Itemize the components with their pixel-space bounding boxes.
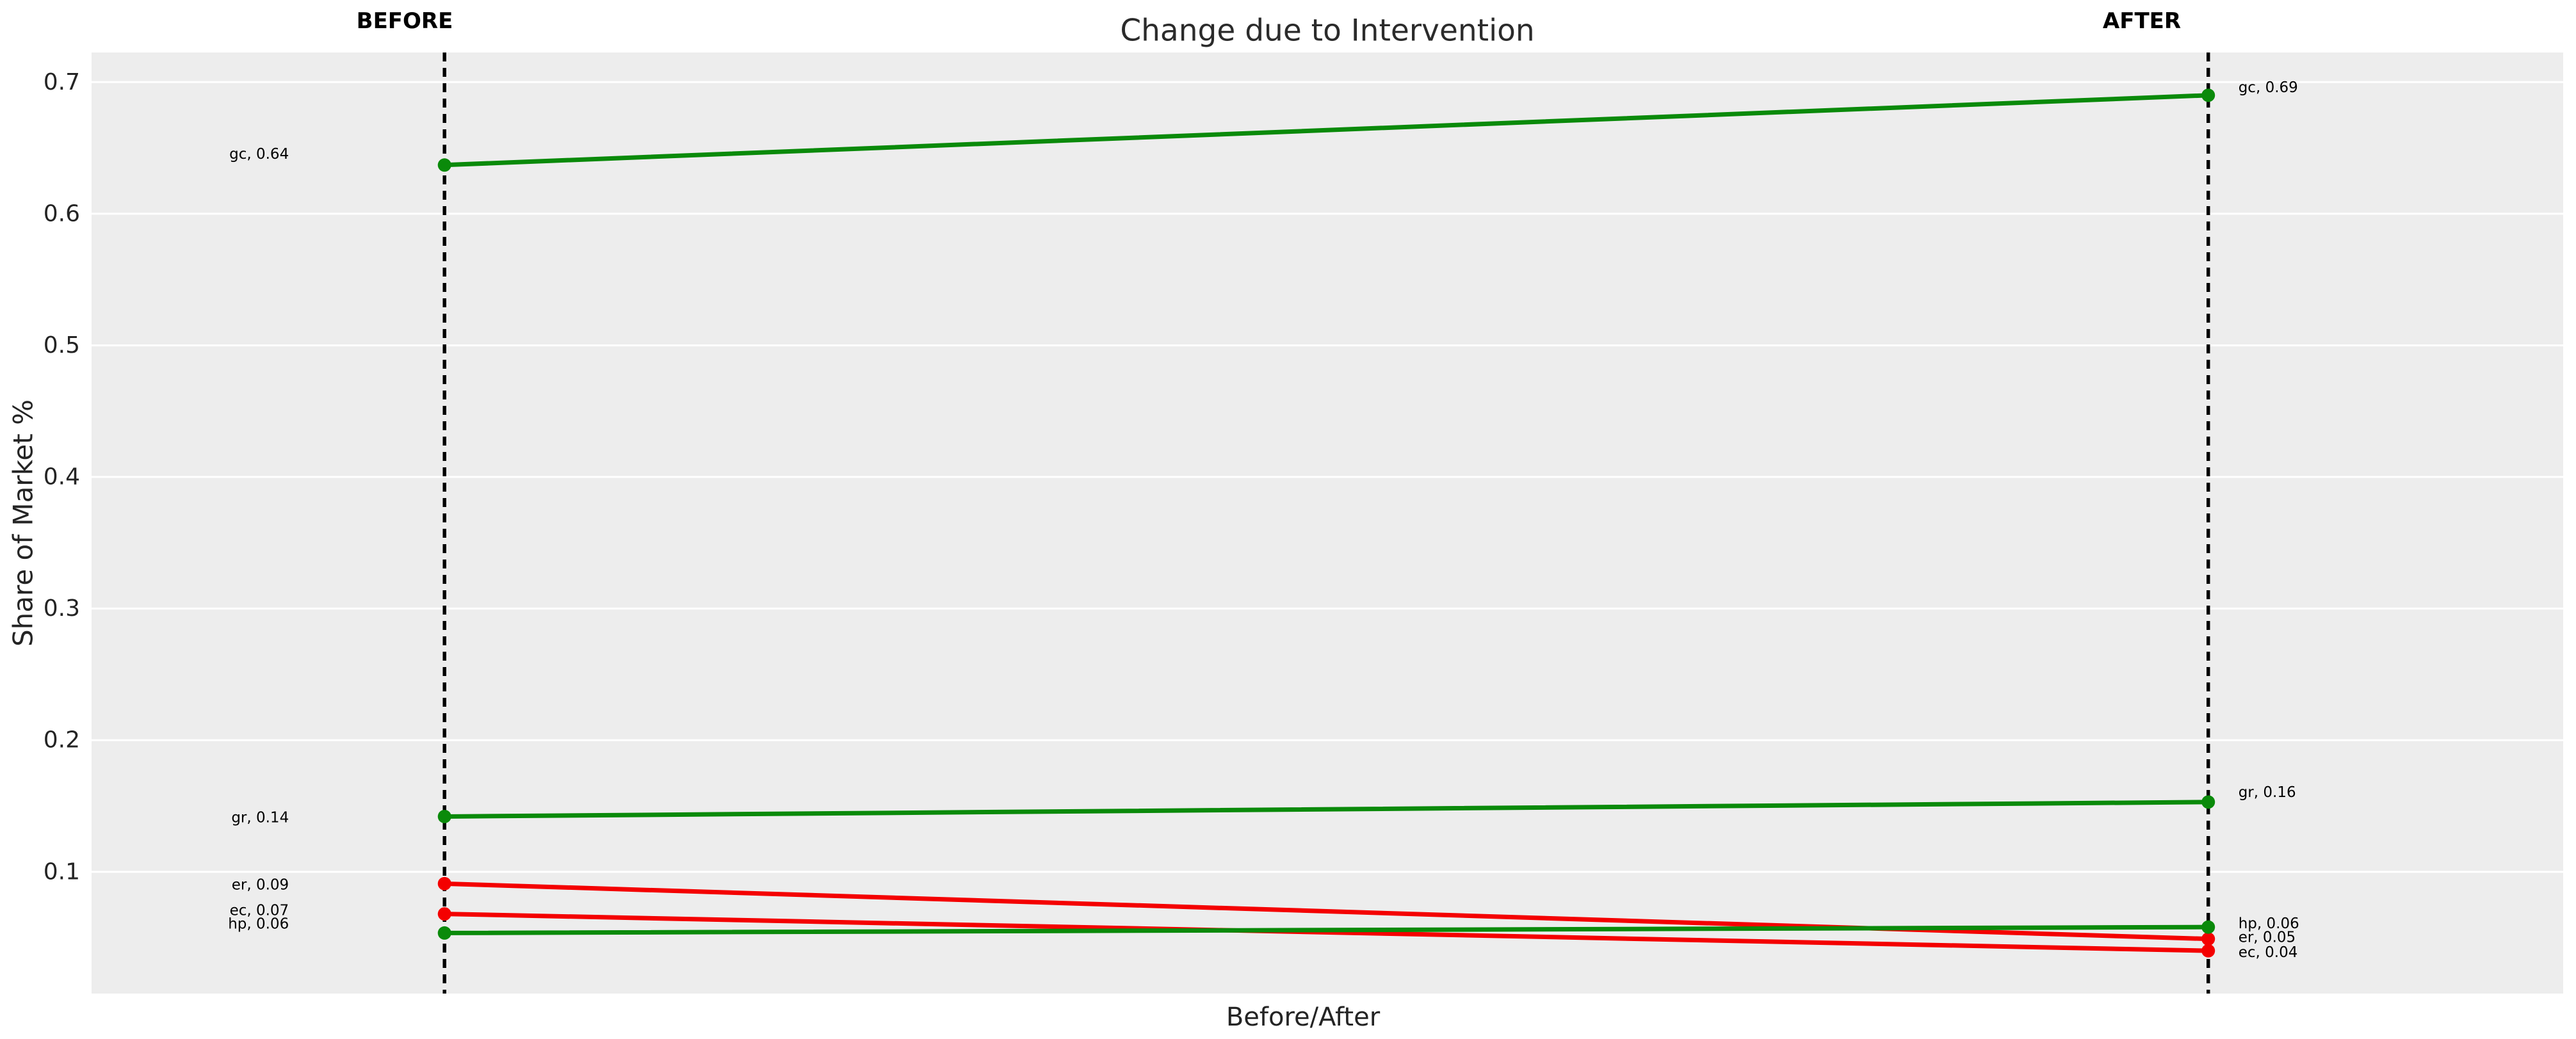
y-axis-label: Share of Market % <box>7 399 39 647</box>
point-label-gc-before: gc, 0.64 <box>229 146 289 163</box>
point-label-hp-after: hp, 0.06 <box>2239 915 2299 932</box>
point-label-er-after: er, 0.05 <box>2239 930 2296 946</box>
series-line-gc <box>442 93 2211 168</box>
y-tick-label: 0.7 <box>44 69 80 95</box>
point-hp-after <box>2201 920 2216 934</box>
series-line-gr <box>442 800 2211 819</box>
y-tick-label: 0.3 <box>44 595 80 622</box>
point-gc-before <box>437 158 451 172</box>
series-line-ec <box>442 912 2211 953</box>
point-label-hp-before: hp, 0.06 <box>228 915 289 932</box>
point-gc-after <box>2201 88 2216 102</box>
chart-title: Change due to Intervention <box>1120 13 1535 49</box>
point-label-ec-after: ec, 0.04 <box>2239 944 2298 961</box>
y-tick-label: 0.1 <box>44 858 80 885</box>
point-er-before <box>437 876 451 890</box>
point-label-ec-before: ec, 0.07 <box>230 903 289 919</box>
point-gr-before <box>437 809 451 823</box>
point-label-gr-after: gr, 0.16 <box>2239 784 2296 801</box>
y-tick-label: 0.4 <box>44 464 80 490</box>
x-axis-label: Before/After <box>1226 1003 1381 1032</box>
point-hp-before <box>437 926 451 940</box>
point-gr-after <box>2201 795 2216 809</box>
series-line-hp <box>442 924 2211 935</box>
point-er-after <box>2201 932 2216 946</box>
column-header-after: AFTER <box>2102 8 2182 34</box>
point-label-gc-after: gc, 0.69 <box>2239 79 2298 96</box>
column-header-before: BEFORE <box>356 8 453 34</box>
point-label-er-before: er, 0.09 <box>232 876 289 893</box>
point-ec-before <box>437 907 451 921</box>
y-tick-label: 0.2 <box>44 727 80 753</box>
y-tick-label: 0.5 <box>44 332 80 358</box>
point-label-gr-before: gr, 0.14 <box>231 809 289 826</box>
plot-area <box>92 52 2563 994</box>
point-ec-after <box>2201 944 2216 958</box>
y-tick-label: 0.6 <box>44 200 80 227</box>
